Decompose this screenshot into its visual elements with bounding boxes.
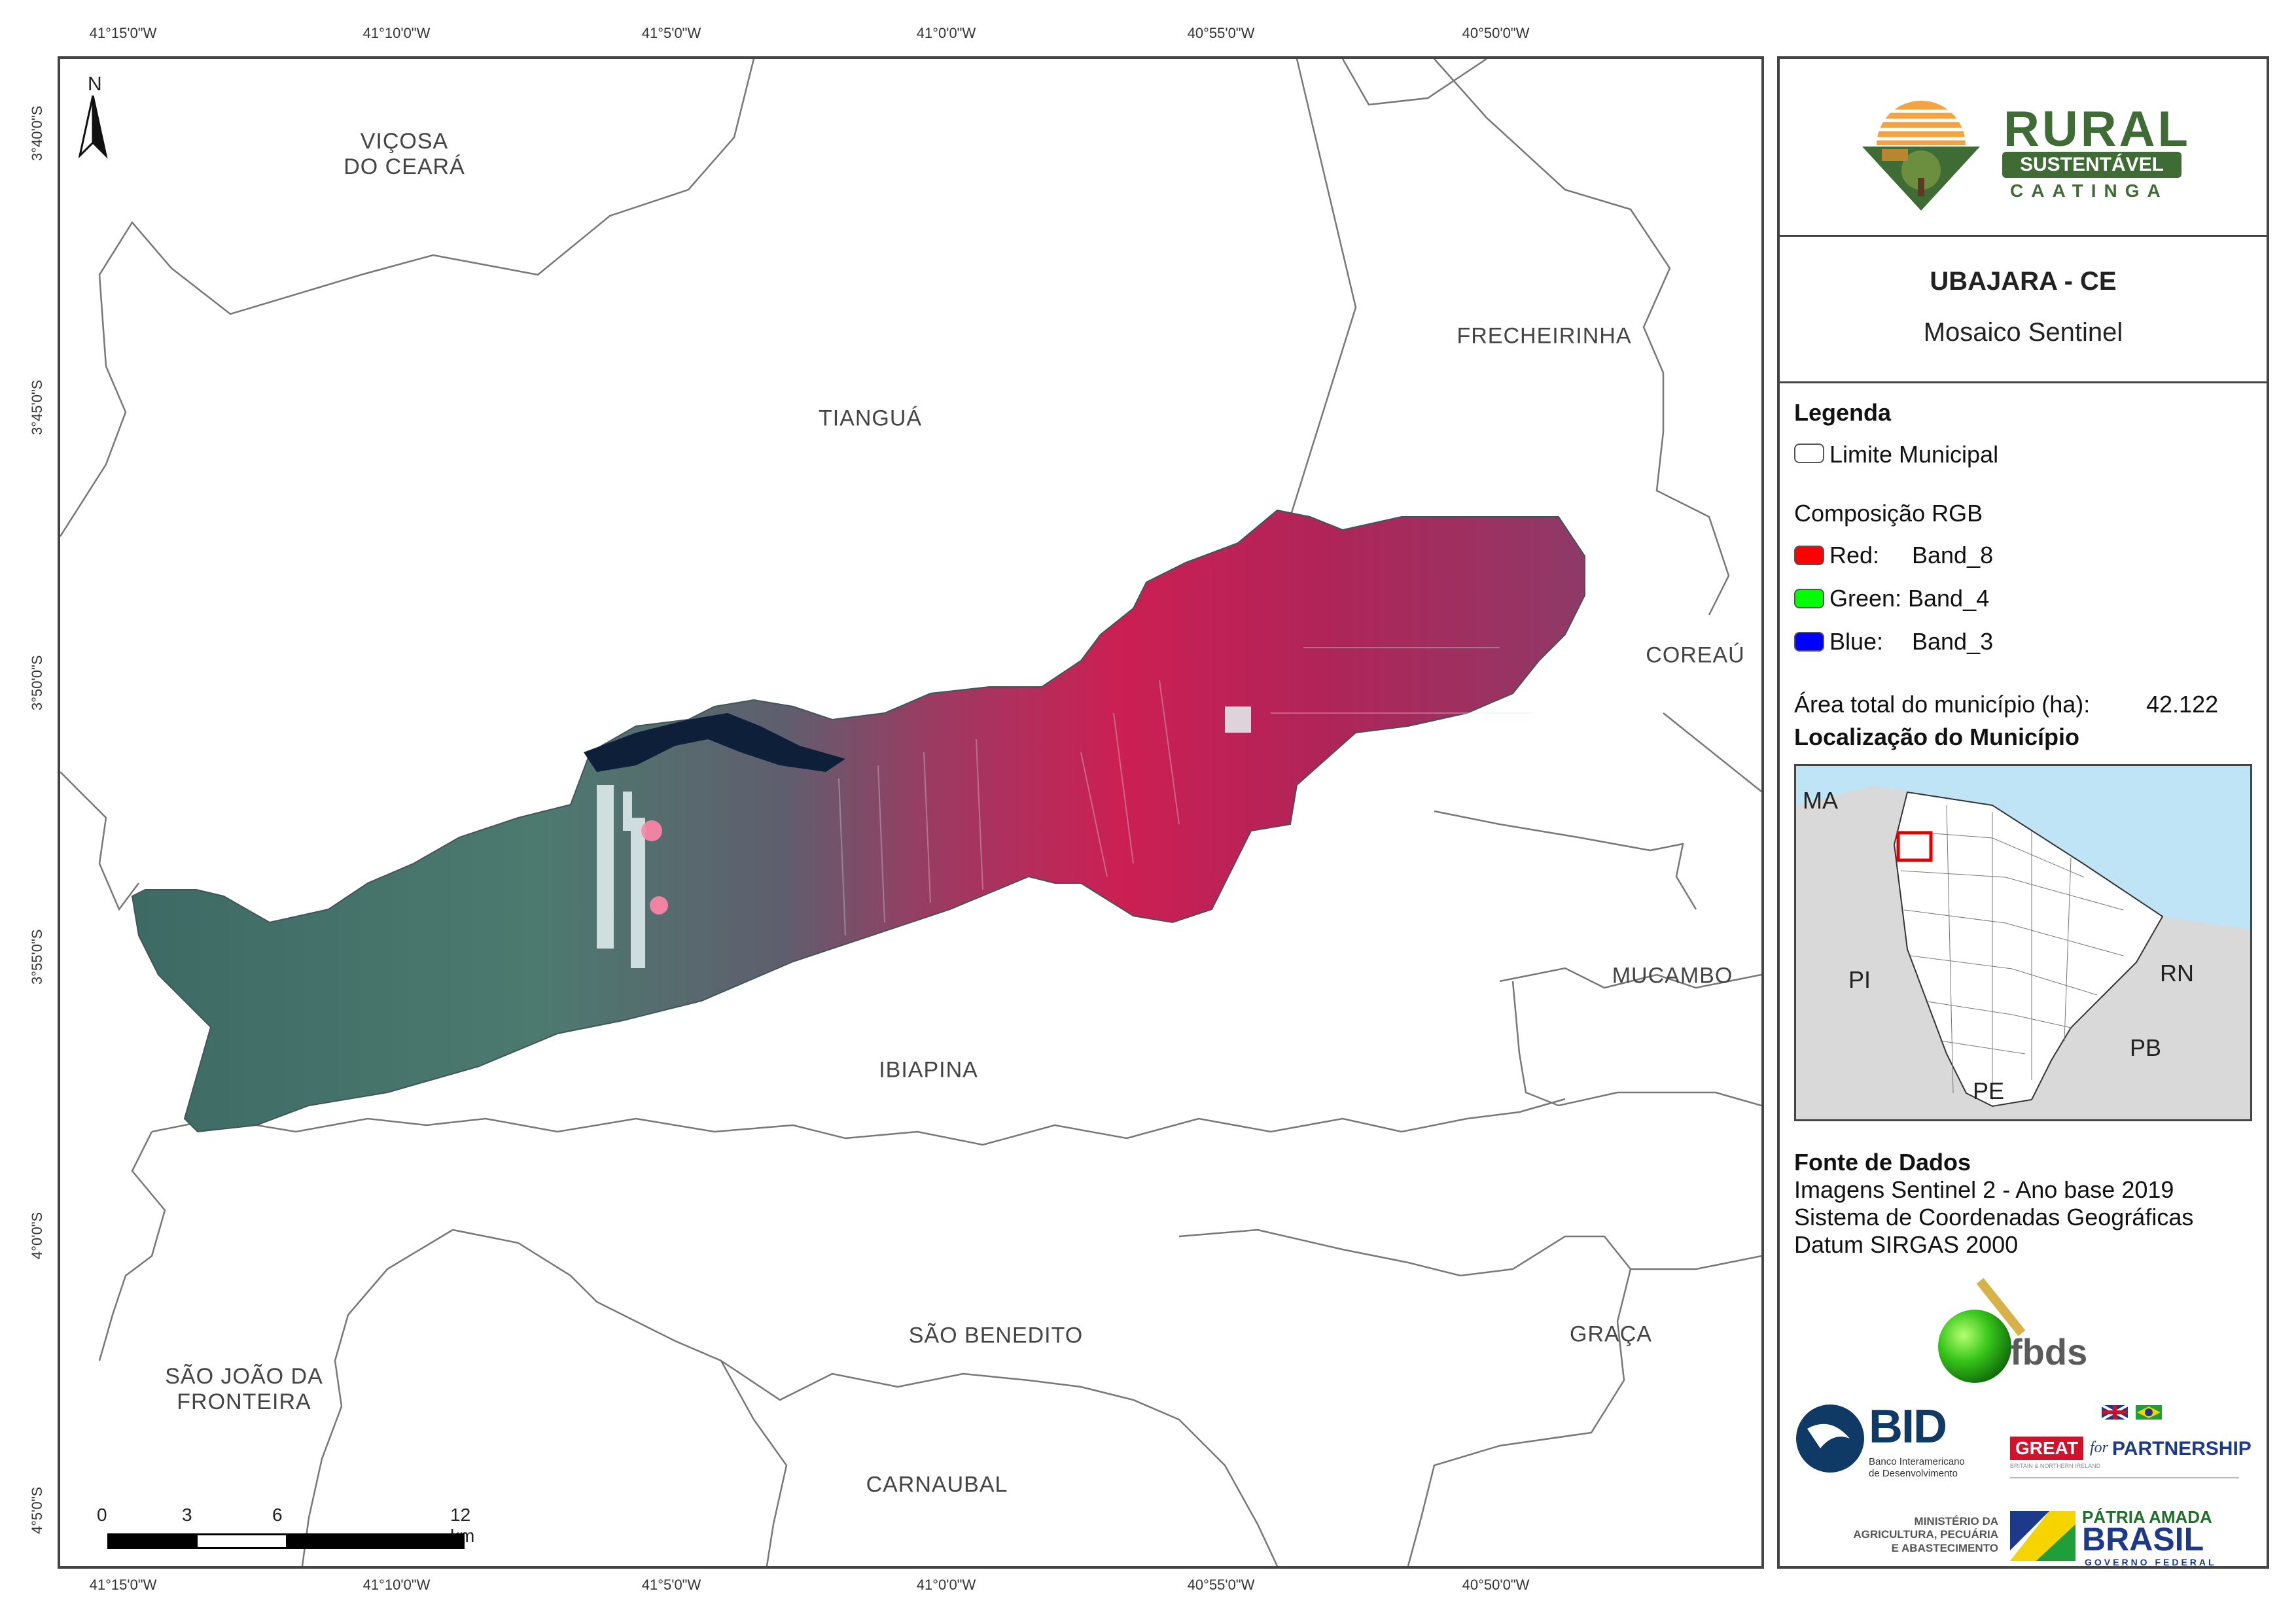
brasil-flag-icon [2010,1511,2075,1561]
municipality-label: TIANGUÁ [818,406,923,431]
lat-tick-label: 4°5'0"S [29,1486,45,1534]
north-arrow: N [79,73,118,159]
lon-tick-label: 40°50'0"W [1462,25,1530,41]
municipality-label: CARNAUBAL [866,1472,1008,1497]
boundary-swatch [1794,444,1824,463]
state-label: PI [1848,966,1871,993]
rgb-heading: Composição RGB [1794,500,1983,527]
municipality-label: MUCAMBO [1612,963,1733,988]
fbds-logo-icon [1938,1278,2026,1383]
brasil-title: BRASIL [2082,1521,2204,1558]
state-label: PB [2130,1034,2162,1061]
band-red-value: Band_8 [1912,542,1994,568]
uk-br-flags-icon [2102,1404,2162,1421]
great-badge: GREAT [2010,1437,2083,1460]
lon-tick-label: 41°10'0"W [362,1577,431,1593]
area-label: Área total do município (ha): [1794,691,2091,718]
municipality-label: IBIAPINA [879,1057,978,1083]
lat-tick-label: 3°45'0"S [29,379,45,435]
bid-logo-icon [1796,1405,1864,1473]
municipality-label: COREAÚ [1646,642,1745,668]
state-label: PE [1973,1077,2005,1104]
municipality-label: SÃO JOÃO DA FRONTEIRA [165,1363,323,1414]
lon-tick-label: 41°15'0"W [89,1577,157,1593]
logo-section: RURAL SUSTENTÁVEL CAATINGA [1780,59,2267,237]
location-inset-map: MA PI RN PB PE [1794,764,2252,1121]
map-frame[interactable]: VIÇOSA DO CEARÁ FRECHEIRINHA TIANGUÁ COR… [58,56,1764,1569]
lat-tick-label: 3°55'0"S [29,929,45,985]
ceara-inset-icon [1796,766,2250,1108]
bid-logo-text: BID [1869,1401,1947,1453]
map-legend-panel: RURAL SUSTENTÁVEL CAATINGA UBAJARA - CE … [1777,56,2269,1569]
logo-title: RURAL [2004,101,2191,157]
location-heading: Localização do Município [1794,724,2080,750]
lon-tick-label: 41°5'0"W [641,25,701,41]
legend-section: Legenda Limite Municipal Composição RGB … [1780,383,2267,1571]
rural-sustentavel-logo-icon [1862,101,1980,211]
great-subtext: BRITAIN & NORTHERN IRELAND [2010,1463,2101,1469]
band-red-label: Red: [1829,542,1880,568]
fbds-logo-text: fbds [2010,1331,2088,1372]
brasil-logo: PÁTRIA AMADA BRASIL GOVERNO FEDERAL [2010,1507,2259,1573]
municipality-label: SÃO BENEDITO [908,1323,1084,1348]
ministry-logo: MINISTÉRIO DA AGRICULTURA, PECUÁRIA E AB… [1853,1515,1998,1554]
municipality-label: GRAÇA [1570,1321,1652,1347]
satellite-mosaic [131,509,1585,1133]
band-blue-value: Band_3 [1912,628,1994,655]
scale-label: 6 [272,1505,283,1525]
bid-logo: BID Banco Interamericano de Desenvolvime… [1794,1397,1990,1489]
lat-tick-label: 3°40'0"S [29,105,45,161]
map-subtitle: Mosaico Sentinel [1923,318,2123,347]
lon-tick-label: 40°55'0"W [1187,25,1255,41]
logo-subtitle: SUSTENTÁVEL [2002,152,2181,178]
scale-label: 0 [97,1505,107,1525]
state-label: MA [1803,787,1838,814]
scale-bar: 0 3 6 12 km [84,1505,476,1557]
lon-tick-label: 41°10'0"W [362,25,431,41]
legend-heading: Legenda [1794,399,1892,426]
north-arrow-label: N [88,73,102,95]
great-partnership-text: PARTNERSHIP [2112,1438,2252,1459]
area-value: 42.122 [2146,691,2219,718]
state-label: RN [2160,960,2194,986]
band-green-value: Band_4 [1908,585,1990,612]
band-red-swatch [1794,546,1824,565]
source-line: Imagens Sentinel 2 - Ano base 2019 [1794,1176,2174,1203]
lon-tick-label: 41°0'0"W [916,25,976,41]
map-title: UBAJARA - CE [1930,267,2117,296]
band-blue-swatch [1794,632,1824,652]
fbds-logo: fbds [1937,1268,2107,1386]
logo-tagline: CAATINGA [2010,181,2168,201]
scale-label: 3 [182,1505,192,1525]
band-blue-label: Blue: [1829,628,1884,655]
lon-tick-label: 41°15'0"W [89,25,157,41]
lon-tick-label: 40°50'0"W [1462,1577,1530,1593]
municipality-label: FRECHEIRINHA [1457,323,1632,349]
municipality-label: VIÇOSA DO CEARÁ [344,128,465,179]
bid-logo-subtext: Banco Interamericano de Desenvolvimento [1869,1456,1965,1479]
band-green-swatch [1794,589,1824,608]
great-for: for [2090,1439,2109,1456]
brasil-governo: GOVERNO FEDERAL [2085,1557,2217,1567]
title-section: UBAJARA - CE Mosaico Sentinel [1780,237,2267,383]
source-line: Datum SIRGAS 2000 [1794,1231,2019,1258]
boundary-label: Limite Municipal [1829,441,1999,468]
north-arrow-icon [79,96,108,159]
lat-tick-label: 3°50'0"S [29,655,45,710]
great-partnership-logo: GREAT for PARTNERSHIP BRITAIN & NORTHERN… [2010,1404,2259,1482]
lon-tick-label: 41°0'0"W [916,1577,976,1593]
band-green-label: Green: [1829,585,1902,612]
lon-tick-label: 40°55'0"W [1187,1577,1255,1593]
sources-heading: Fonte de Dados [1794,1149,1971,1176]
lat-tick-label: 4°0'0"S [29,1212,45,1259]
brasil-patria: PÁTRIA AMADA [2082,1507,2212,1527]
source-line: Sistema de Coordenadas Geográficas [1794,1204,2194,1230]
lon-tick-label: 41°5'0"W [641,1577,701,1593]
